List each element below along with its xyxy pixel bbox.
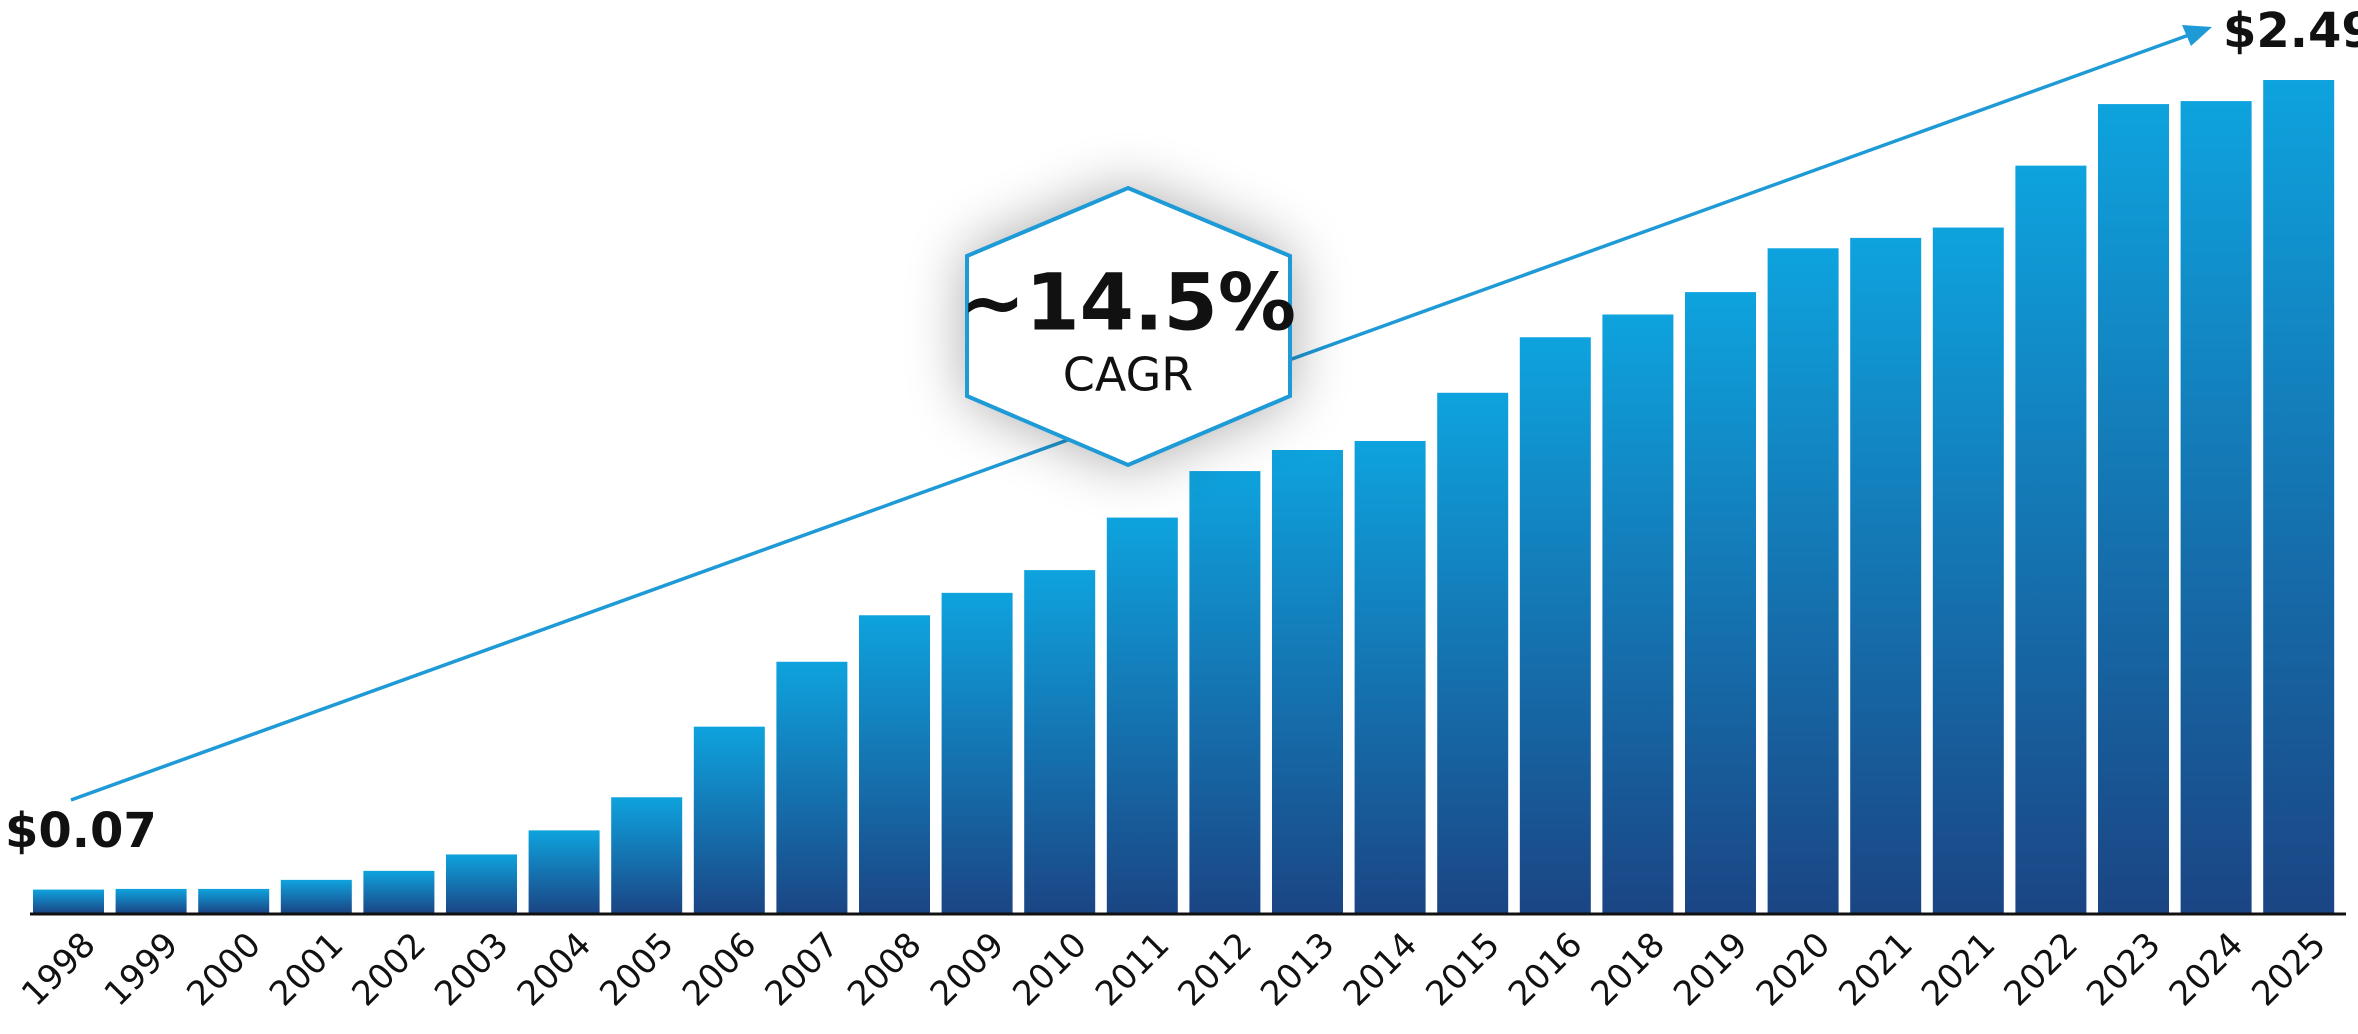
bar — [1932, 227, 2004, 914]
x-tick-label: 2016 — [1501, 925, 1590, 1014]
bar — [2098, 104, 2169, 914]
bar — [611, 797, 683, 913]
x-tick-label: 2024 — [2162, 925, 2251, 1014]
x-tick-label: 2010 — [1005, 925, 1094, 1014]
cagr-value: ~14.5% — [960, 258, 1296, 348]
bar — [446, 854, 517, 913]
bar — [2180, 101, 2252, 913]
value-label: $0.07 — [5, 803, 157, 859]
labels: 1998$0.071999200020012002200320042005200… — [5, 3, 2358, 1014]
bar — [1189, 471, 1261, 913]
bar — [363, 870, 435, 913]
x-tick-label: 2015 — [1418, 925, 1507, 1014]
x-tick-label: 2003 — [427, 925, 516, 1014]
x-tick-label: 2007 — [758, 925, 847, 1014]
bar — [859, 615, 930, 913]
x-tick-label: 2020 — [1749, 925, 1838, 1014]
bar — [1602, 314, 1674, 913]
x-tick-label: 2001 — [262, 925, 351, 1014]
bar — [1850, 237, 1922, 914]
bar — [115, 888, 187, 913]
x-tick-label: 2005 — [592, 925, 681, 1014]
x-tick-label: 2000 — [179, 925, 268, 1014]
cagr-badge: ~14.5% CAGR — [960, 185, 1296, 468]
x-tick-label: 2021 — [1831, 925, 1920, 1014]
bar — [1767, 248, 1839, 913]
bar — [198, 888, 270, 913]
x-tick-label: 2025 — [2244, 925, 2333, 1014]
bar — [693, 726, 765, 913]
x-tick-label: 2014 — [1336, 925, 1425, 1014]
bars — [33, 80, 2335, 914]
x-tick-label: 2004 — [510, 925, 599, 1014]
x-tick-label: 2009 — [923, 925, 1012, 1014]
bar — [941, 592, 1013, 913]
x-tick-label: 2012 — [1171, 925, 1260, 1014]
bar — [1024, 570, 1096, 913]
x-tick-label: 2008 — [840, 925, 929, 1014]
x-tick-label: 2002 — [345, 925, 434, 1014]
bar — [1354, 440, 1426, 913]
x-tick-label: 2013 — [1253, 925, 1342, 1014]
badge-hexagon — [965, 185, 1292, 468]
x-tick-label: 2023 — [2079, 925, 2168, 1014]
bar — [1272, 449, 1343, 913]
bar — [1437, 392, 1509, 913]
bar — [776, 661, 848, 913]
bar — [1685, 292, 1756, 914]
x-tick-label: 2022 — [1997, 925, 2086, 1014]
x-tick-label: 2021 — [1914, 925, 2003, 1014]
x-tick-label: 1999 — [97, 925, 186, 1014]
bar — [1106, 517, 1178, 913]
cagr-label: CAGR — [1063, 348, 1193, 402]
x-tick-label: 1998 — [14, 925, 103, 1014]
x-tick-label: 2011 — [1088, 925, 1177, 1014]
value-label: $2.49 — [2223, 3, 2358, 59]
bar — [2015, 165, 2087, 913]
bar — [280, 879, 352, 913]
x-tick-label: 2019 — [1666, 925, 1755, 1014]
x-tick-label: 2006 — [675, 925, 764, 1014]
bar — [528, 830, 600, 913]
bar — [2263, 80, 2335, 913]
x-tick-label: 2018 — [1584, 925, 1673, 1014]
arrow-head — [2182, 25, 2212, 46]
bar — [1519, 337, 1591, 913]
bar — [33, 889, 104, 913]
